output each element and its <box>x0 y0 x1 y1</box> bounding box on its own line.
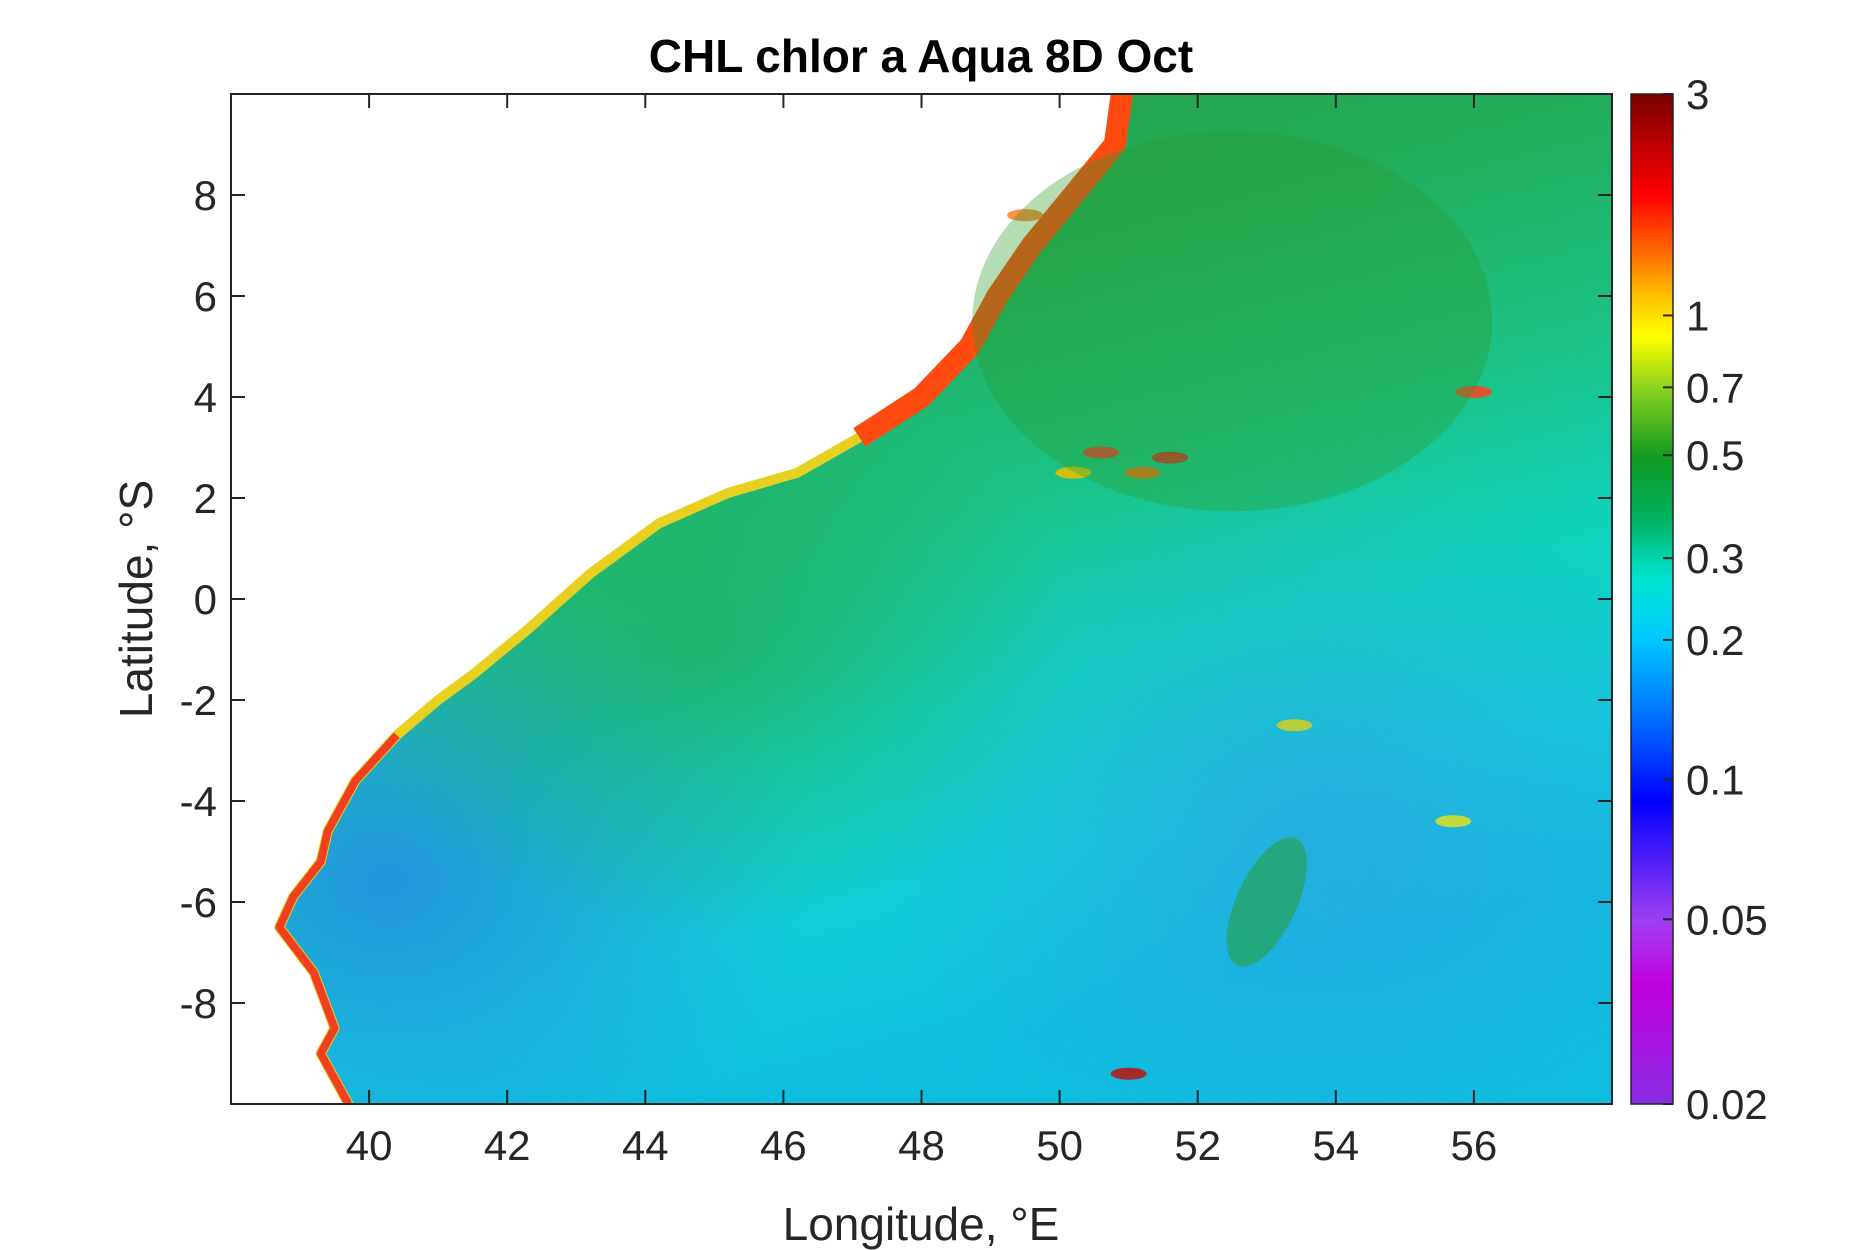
colorbar-tick-label: 1 <box>1686 292 1709 339</box>
y-axis: -8 -6 -4 -2 0 2 4 6 8 <box>180 172 1612 1027</box>
y-tick-label: -4 <box>180 778 217 825</box>
x-tick-label: 44 <box>622 1122 669 1169</box>
chlorophyll-patch <box>1124 466 1161 479</box>
y-tick-label: 2 <box>194 475 217 522</box>
chlorophyll-patch <box>1455 385 1492 398</box>
colorbar-ticks: 0.02 0.05 0.1 0.2 0.3 0.5 0.7 1 3 <box>1663 71 1768 1128</box>
x-tick-label: 52 <box>1174 1122 1221 1169</box>
northern-coastal-bloom <box>853 94 1133 447</box>
high-chlorophyll-patches <box>275 94 1493 1104</box>
ocean-area <box>274 94 1612 1104</box>
chlorophyll-heatmap <box>231 94 1612 1104</box>
y-tick-label: 4 <box>194 374 217 421</box>
chlorophyll-patch <box>1055 466 1092 479</box>
x-tick-label: 42 <box>484 1122 531 1169</box>
chlorophyll-patch <box>1435 815 1472 828</box>
x-tick-label: 40 <box>346 1122 393 1169</box>
y-tick-label: -8 <box>180 980 217 1027</box>
x-tick-label: 54 <box>1312 1122 1359 1169</box>
x-tick-label: 50 <box>1036 1122 1083 1169</box>
filament-feature <box>1226 837 1307 967</box>
y-tick-label: -6 <box>180 879 217 926</box>
x-tick-label: 46 <box>760 1122 807 1169</box>
chlorophyll-patch <box>1276 719 1313 732</box>
chlorophyll-patch <box>1110 1067 1147 1080</box>
eddy-feature <box>972 131 1493 512</box>
colorbar-tick-label: 3 <box>1686 71 1709 118</box>
colorbar-gradient <box>1630 93 1674 1105</box>
x-axis: 40 42 44 46 48 50 52 54 56 <box>346 94 1498 1169</box>
chlorophyll-patch <box>1007 209 1044 222</box>
y-axis-label: Latitude, °S <box>110 480 162 718</box>
chart-title: CHL chlor a Aqua 8D Oct <box>649 30 1193 82</box>
colorbar-tick-label: 0.7 <box>1686 364 1744 411</box>
colorbar: 0.02 0.05 0.1 0.2 0.3 0.5 0.7 1 3 <box>1630 71 1768 1128</box>
colorbar-tick-label: 0.2 <box>1686 617 1744 664</box>
chlorophyll-patch <box>1083 446 1120 459</box>
y-tick-label: 0 <box>194 576 217 623</box>
y-tick-label: -2 <box>180 677 217 724</box>
southern-coastal-bloom <box>275 732 400 1104</box>
x-axis-label: Longitude, °E <box>783 1198 1060 1250</box>
y-tick-label: 8 <box>194 172 217 219</box>
colorbar-tick-label: 0.5 <box>1686 432 1744 479</box>
x-tick-label: 48 <box>898 1122 945 1169</box>
colorbar-tick-label: 0.3 <box>1686 535 1744 582</box>
x-tick-label: 56 <box>1451 1122 1498 1169</box>
colorbar-tick-label: 0.1 <box>1686 757 1744 804</box>
chlorophyll-patch <box>1152 451 1189 464</box>
colorbar-tick-label: 0.02 <box>1686 1081 1768 1128</box>
colorbar-tick-label: 0.05 <box>1686 896 1768 943</box>
y-tick-label: 6 <box>194 273 217 320</box>
